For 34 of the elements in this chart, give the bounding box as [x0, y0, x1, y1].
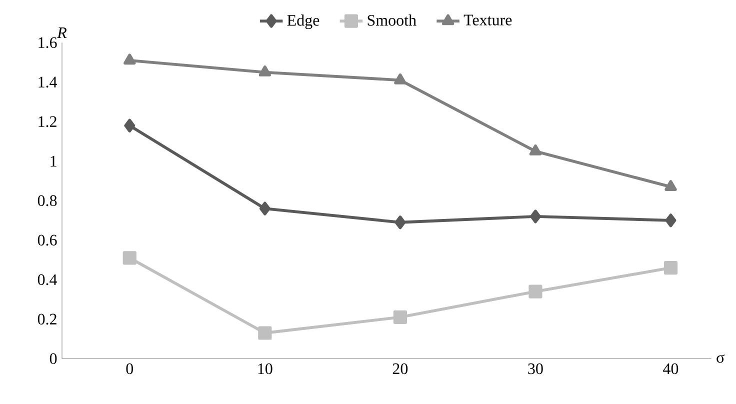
point [258, 326, 272, 340]
point [122, 251, 136, 265]
point [529, 144, 542, 156]
y-tick-label: 1 [50, 156, 56, 166]
point [394, 73, 406, 84]
y-tick-label: 0 [50, 353, 57, 364]
x-tick-label: 20 [392, 363, 408, 374]
y-tick-label: 0.8 [38, 195, 57, 206]
point [259, 202, 270, 216]
y-tick-label: 1.6 [38, 37, 57, 48]
x-tick-label: 10 [258, 363, 272, 374]
x-tick-label: 40 [663, 363, 678, 374]
y-tick-label: 0.2 [38, 314, 56, 325]
point [664, 261, 678, 275]
x-tick-label: 30 [528, 363, 543, 374]
point [258, 65, 271, 76]
legend-label: Edge [287, 14, 320, 30]
legend-label: Smooth [368, 14, 416, 26]
y-tick-label: 0.4 [38, 274, 58, 286]
x-tick-label: 0 [126, 363, 134, 374]
point [124, 118, 136, 132]
point [665, 214, 676, 228]
y-tick-label: 1.2 [38, 116, 56, 128]
point [393, 310, 407, 324]
point [124, 54, 136, 65]
point [530, 210, 541, 224]
y-tick-label: 1.4 [38, 76, 58, 88]
y-tick-label: 0.6 [38, 234, 57, 246]
point [528, 284, 542, 298]
x-axis-title: σ [716, 354, 724, 363]
legend-label: Texture [464, 14, 512, 26]
y-axis-title: R [57, 27, 67, 38]
point [664, 180, 677, 191]
point [394, 216, 406, 230]
